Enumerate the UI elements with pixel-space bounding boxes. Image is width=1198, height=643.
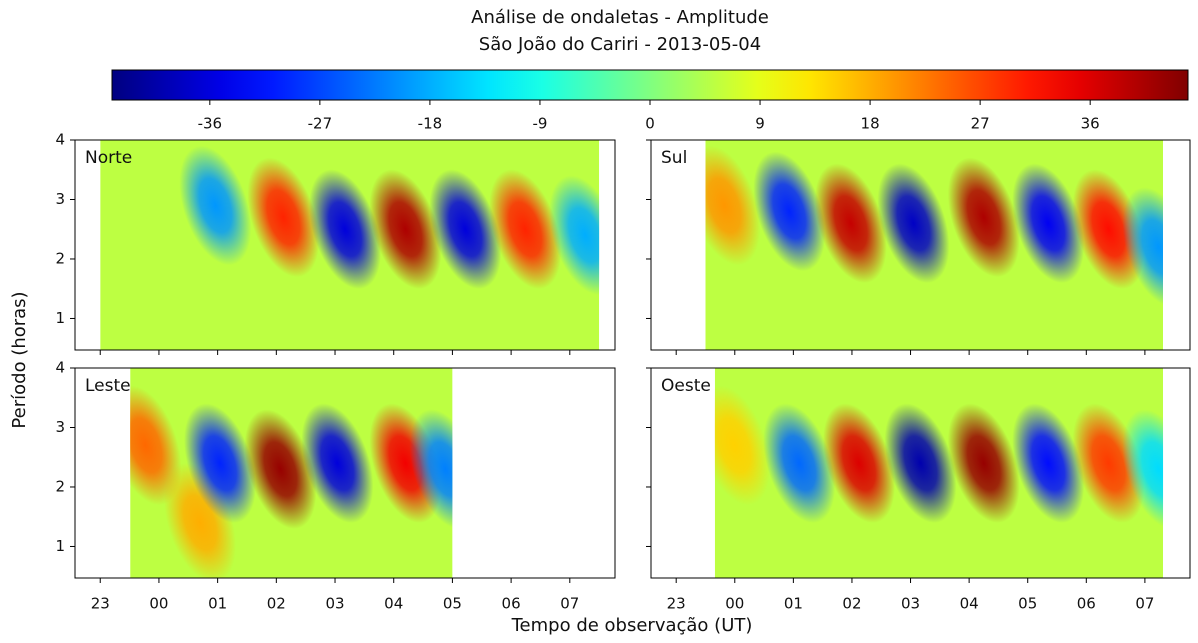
- colorbar-tick-label: -18: [418, 115, 443, 133]
- x-tick-label: 00: [725, 595, 744, 613]
- chart-subtitle: São João do Cariri - 2013-05-04: [479, 34, 761, 55]
- amplitude-cell: [309, 169, 381, 290]
- y-tick-label: 4: [55, 131, 65, 149]
- colorbar-tick-label: 27: [971, 115, 990, 133]
- amplitude-cell: [823, 403, 895, 523]
- x-tick-label: 01: [784, 595, 803, 613]
- y-tick-label: 2: [55, 477, 65, 495]
- y-tick-label: 1: [55, 309, 65, 327]
- amplitude-cell: [247, 157, 320, 278]
- x-tick-label: 04: [960, 595, 979, 613]
- amplitude-cell: [369, 169, 442, 290]
- colorbar-tick-label: -27: [308, 115, 333, 133]
- amplitude-cell: [184, 403, 256, 523]
- x-tick-label: 04: [384, 595, 403, 613]
- colorbar-tick-label: -36: [198, 115, 223, 133]
- amplitude-cell: [549, 175, 600, 295]
- amplitude-cell: [244, 409, 317, 529]
- x-axis-label: Tempo de observação (UT): [511, 615, 753, 636]
- panel: [100, 140, 600, 350]
- amplitude-cell: [884, 403, 957, 523]
- panel: [714, 368, 1164, 578]
- amplitude-cell: [429, 169, 502, 290]
- amplitude-cell: [947, 157, 1020, 278]
- axes-frame: [74, 367, 616, 579]
- x-tick-label: 02: [267, 595, 286, 613]
- y-tick-label: 4: [55, 359, 65, 377]
- panel: [705, 140, 1164, 350]
- y-tick-label: 1: [55, 537, 65, 555]
- x-tick-label: 03: [901, 595, 920, 613]
- x-tick-label: 07: [560, 595, 579, 613]
- y-tick-label: 3: [55, 190, 65, 208]
- amplitude-cell: [1122, 409, 1164, 529]
- panel-label: Oeste: [661, 376, 711, 396]
- y-tick-label: 3: [55, 418, 65, 436]
- y-tick-label: 2: [55, 249, 65, 267]
- x-tick-label: 05: [443, 595, 462, 613]
- amplitude-cell: [947, 403, 1020, 523]
- panel: [130, 368, 453, 578]
- axes-frame: [650, 367, 1191, 579]
- x-tick-label: 23: [91, 595, 110, 613]
- amplitude-cell: [705, 145, 761, 266]
- amplitude-cell: [130, 385, 182, 506]
- axes-frame: [650, 139, 1191, 351]
- colorbar-tick-label: 9: [755, 115, 765, 133]
- colorbar: [111, 69, 1189, 101]
- amplitude-cell: [1012, 403, 1085, 523]
- colorbar-tick-label: -9: [532, 115, 547, 133]
- colorbar-tick-label: 36: [1081, 115, 1100, 133]
- x-tick-label: 06: [1077, 595, 1096, 613]
- amplitude-cell: [301, 403, 374, 523]
- panel-label: Leste: [85, 376, 131, 396]
- amplitude-cell: [1012, 163, 1085, 284]
- amplitude-cell: [814, 163, 887, 284]
- amplitude-cell: [1122, 187, 1164, 307]
- x-tick-label: 05: [1018, 595, 1037, 613]
- x-tick-label: 07: [1135, 595, 1154, 613]
- colorbar-tick-label: 18: [861, 115, 880, 133]
- amplitude-cell: [877, 163, 950, 284]
- panel-label: Sul: [661, 148, 687, 168]
- x-tick-label: 06: [502, 595, 521, 613]
- axes-frame: [74, 139, 616, 351]
- colorbar-tick-label: 0: [645, 115, 655, 133]
- x-tick-label: 00: [149, 595, 168, 613]
- amplitude-cell: [763, 403, 836, 523]
- x-tick-label: 01: [208, 595, 227, 613]
- x-tick-label: 23: [667, 595, 686, 613]
- x-tick-label: 03: [325, 595, 344, 613]
- amplitude-cell: [409, 409, 453, 529]
- amplitude-cell: [179, 145, 252, 266]
- amplitude-cell: [1072, 169, 1145, 290]
- panel-label: Norte: [85, 148, 132, 168]
- amplitude-cell: [714, 385, 771, 506]
- y-axis-label: Período (horas): [9, 291, 30, 428]
- amplitude-cell: [489, 169, 562, 290]
- x-tick-label: 02: [842, 595, 861, 613]
- chart-title: Análise de ondaletas - Amplitude: [471, 7, 769, 28]
- amplitude-cell: [753, 151, 826, 272]
